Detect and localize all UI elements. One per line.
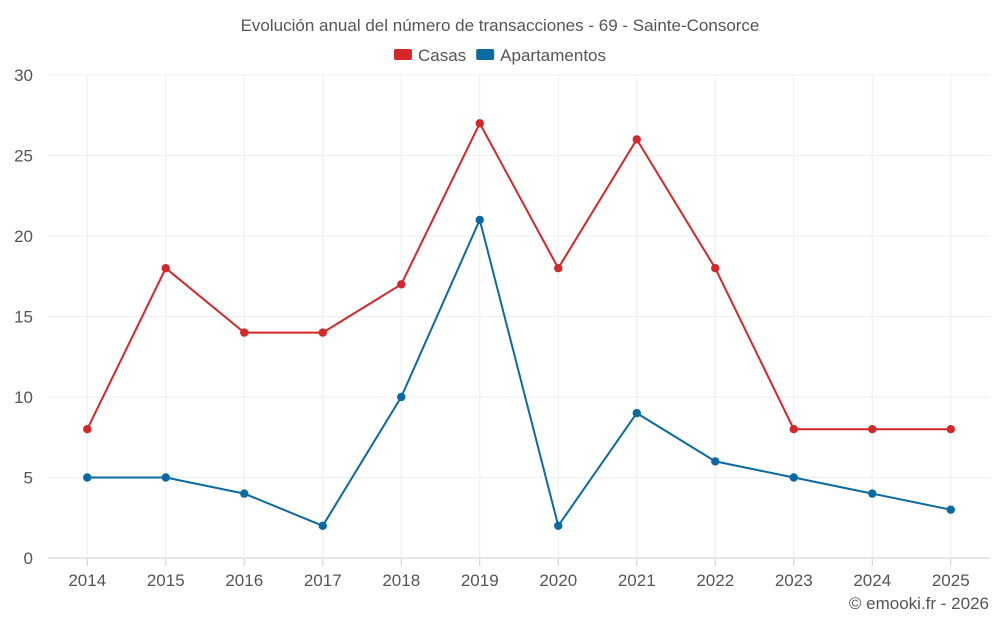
data-point-apartamentos[interactable] [632,408,641,418]
legend-label: Casas [418,46,466,65]
data-point-apartamentos[interactable] [83,473,92,482]
legend-swatch [476,49,495,60]
data-point-casas[interactable] [475,119,484,128]
data-point-casas[interactable] [161,264,170,273]
data-point-casas[interactable] [240,328,249,337]
series-line-apartamentos [87,218,951,527]
series-group [83,119,955,530]
data-point-apartamentos[interactable] [397,392,406,402]
y-tick-label: 10 [14,388,33,407]
data-point-apartamentos[interactable] [868,489,877,498]
data-point-apartamentos[interactable] [475,215,484,225]
data-point-casas[interactable] [397,280,406,289]
grid [48,74,990,559]
data-point-apartamentos[interactable] [318,521,327,530]
legend-item-casas[interactable]: Casas [393,46,466,65]
y-tick-label: 0 [24,549,33,568]
x-tick-label: 2020 [539,571,577,590]
x-tick-label: 2021 [618,571,656,590]
x-tick-label: 2017 [304,571,342,590]
x-tick-label: 2023 [775,571,813,590]
y-tick-label: 25 [14,147,33,166]
data-point-apartamentos[interactable] [789,473,798,482]
data-point-casas[interactable] [632,135,641,144]
x-tick-label: 2014 [68,571,106,590]
data-point-casas[interactable] [868,425,877,434]
chart-title: Evolución anual del número de transaccio… [241,16,760,35]
legend: Casas Apartamentos [393,46,606,65]
x-tick-label: 2025 [932,571,970,590]
data-point-apartamentos[interactable] [946,505,955,514]
x-tick-label: 2018 [382,571,420,590]
credit-text: © emooki.fr - 2026 [849,594,989,613]
x-axis: 2014 2015 2016 2017 2018 2019 2020 2021 2022 2023… [68,558,970,590]
data-point-apartamentos[interactable] [161,473,170,482]
legend-item-apartamentos[interactable]: Apartamentos [476,46,606,65]
data-point-apartamentos[interactable] [554,521,563,530]
data-point-casas[interactable] [711,264,720,273]
data-point-casas[interactable] [946,425,955,434]
data-point-apartamentos[interactable] [711,457,720,466]
x-tick-label: 2019 [461,571,499,590]
x-tick-label: 2022 [696,571,734,590]
data-point-casas[interactable] [554,264,563,273]
x-tick-label: 2015 [147,571,185,590]
data-point-casas[interactable] [318,328,327,337]
y-tick-label: 20 [14,227,33,246]
x-tick-label: 2024 [853,571,891,590]
data-point-casas[interactable] [789,425,798,434]
y-tick-label: 5 [24,469,33,488]
y-tick-label: 15 [14,308,33,327]
y-tick-label: 30 [14,66,33,85]
legend-swatch [393,49,412,60]
data-point-apartamentos[interactable] [240,489,249,498]
y-axis: 0 5 10 15 20 25 30 [14,66,33,568]
legend-label: Apartamentos [500,46,606,65]
series-line-casas [86,122,951,431]
data-point-casas[interactable] [83,425,92,434]
x-tick-label: 2016 [225,571,263,590]
